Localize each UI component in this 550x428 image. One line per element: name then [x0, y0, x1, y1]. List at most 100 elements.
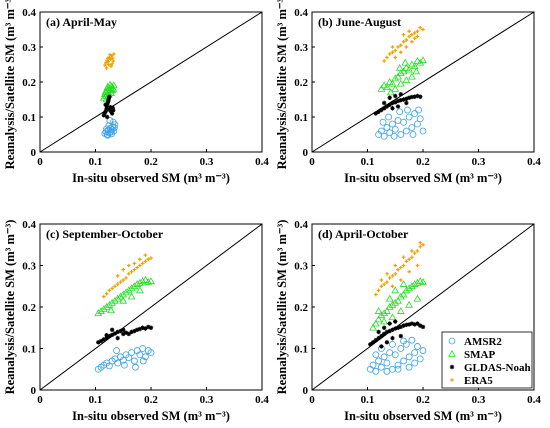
data-point [104, 106, 109, 111]
data-point [384, 340, 390, 345]
data-point [102, 294, 106, 299]
data-point [104, 131, 112, 139]
data-point [390, 100, 395, 106]
y-axis-label: Reanalysis/Satellite SM (m³ m⁻³) [3, 220, 17, 395]
data-point [132, 363, 139, 371]
data-point [389, 365, 396, 373]
data-point [380, 309, 389, 317]
data-point [399, 290, 408, 298]
data-point [412, 322, 417, 327]
panel-title: (b) June-August [318, 15, 401, 29]
data-point [377, 84, 386, 92]
data-point [106, 98, 111, 104]
data-point [132, 261, 137, 266]
data-point [387, 328, 392, 334]
data-point [379, 278, 384, 282]
data-point [370, 340, 376, 345]
data-point [110, 286, 114, 291]
data-point [393, 100, 398, 105]
data-point [109, 64, 113, 69]
data-point [410, 39, 414, 44]
data-point [127, 284, 136, 292]
x-tick-label: 0.4 [527, 394, 541, 406]
data-point [376, 329, 381, 335]
data-point [383, 83, 391, 91]
data-point [407, 269, 411, 274]
data-point [414, 120, 421, 128]
data-point [410, 32, 414, 37]
series-era5 [382, 25, 425, 63]
data-point [121, 278, 126, 282]
data-point [149, 256, 153, 260]
data-point [111, 296, 119, 304]
data-point [374, 315, 383, 323]
data-point [380, 353, 388, 361]
data-point [383, 124, 391, 131]
data-point [369, 323, 377, 331]
data-point [369, 361, 377, 369]
legend-label: SMAP [464, 349, 495, 361]
data-point [141, 276, 150, 283]
data-point [393, 326, 398, 331]
data-point [114, 359, 122, 367]
data-point [139, 357, 147, 365]
data-point [416, 115, 424, 123]
data-point [119, 356, 127, 364]
data-point [405, 353, 413, 361]
x-tick-label: 0.4 [255, 394, 269, 406]
data-point [377, 363, 385, 371]
data-point [412, 31, 417, 35]
data-point [98, 338, 104, 344]
y-tick-label: 0.2 [294, 77, 308, 89]
data-point [138, 257, 142, 262]
data-point [129, 269, 134, 274]
y-tick-label: 0.3 [22, 261, 36, 273]
data-point [104, 335, 109, 341]
data-point [399, 67, 408, 75]
data-point [405, 113, 413, 121]
data-point [405, 300, 414, 308]
x-tick-label: 0.3 [200, 394, 214, 406]
panel-2: 0 0.1 0.2 0.3 0.4 0 0.1 0.2 0.3 0.4 (b) June-Augus… [275, 0, 541, 185]
data-point [142, 353, 149, 361]
data-point [398, 98, 403, 103]
data-point [380, 317, 389, 325]
data-point [394, 361, 402, 369]
data-point [129, 329, 134, 335]
x-tick-label: 0 [37, 394, 43, 406]
data-point [404, 259, 409, 264]
data-point [144, 278, 153, 285]
data-point [421, 27, 425, 32]
data-point [372, 351, 380, 359]
data-point [121, 327, 126, 333]
data-point [377, 127, 385, 135]
panel-3: 0 0.1 0.2 0.3 0.4 0 0.1 0.2 0.3 0.4 (c) September-… [3, 219, 269, 423]
data-point [391, 351, 399, 359]
data-point [111, 108, 116, 113]
data-point [399, 265, 403, 270]
series-amsr2 [94, 345, 155, 373]
x-tick-label: 0.2 [416, 394, 430, 406]
data-point [415, 106, 422, 114]
data-point [103, 63, 107, 67]
data-point [405, 65, 414, 73]
data-point [143, 326, 148, 331]
data-point [384, 104, 390, 109]
data-point [139, 345, 147, 352]
data-point [390, 284, 395, 289]
data-point [395, 63, 404, 71]
data-point [113, 294, 122, 302]
y-tick-label: 0.4 [294, 7, 308, 19]
data-point [105, 362, 113, 370]
data-point [374, 292, 378, 297]
x-tick-label: 0.1 [361, 156, 375, 168]
x-tick-label: 0.2 [144, 156, 158, 168]
data-point [134, 327, 140, 333]
y-tick-label: 0.4 [22, 219, 36, 231]
data-point [376, 109, 381, 114]
data-point [416, 355, 424, 363]
data-point [402, 127, 410, 135]
y-axis-label: Reanalysis/Satellite SM (m³ m⁻³) [275, 220, 289, 395]
data-point [125, 354, 133, 362]
x-tick-label: 0.1 [89, 156, 103, 168]
